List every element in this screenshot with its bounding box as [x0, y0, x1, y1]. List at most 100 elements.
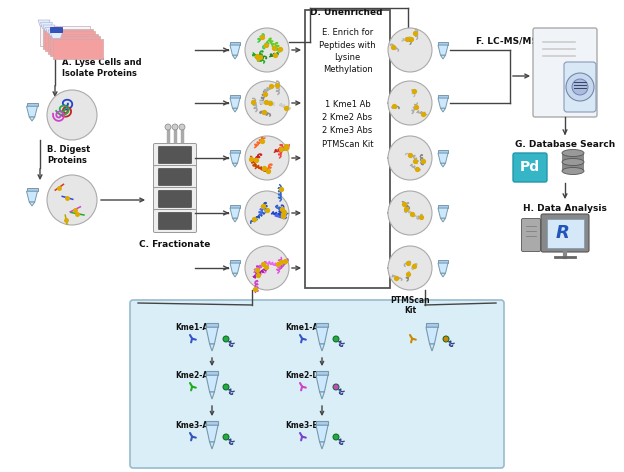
Polygon shape — [26, 191, 37, 202]
Polygon shape — [438, 153, 448, 163]
Polygon shape — [438, 95, 448, 98]
Polygon shape — [51, 33, 62, 39]
FancyBboxPatch shape — [130, 300, 504, 468]
Polygon shape — [206, 371, 218, 375]
Text: 1 Kme1 Ab
2 Kme2 Abs
2 Kme3 Abs
PTMScan Kit: 1 Kme1 Ab 2 Kme2 Abs 2 Kme3 Abs PTMScan … — [322, 100, 373, 149]
Text: D. Unenriched: D. Unenriched — [310, 8, 383, 17]
Ellipse shape — [562, 159, 584, 166]
Polygon shape — [50, 36, 100, 56]
Polygon shape — [48, 30, 60, 36]
Circle shape — [333, 336, 339, 342]
Circle shape — [443, 336, 449, 342]
Text: E. Enrich for
Peptides with
Lysine
Methylation: E. Enrich for Peptides with Lysine Methy… — [319, 28, 376, 75]
Circle shape — [47, 175, 97, 225]
Polygon shape — [26, 188, 37, 191]
FancyBboxPatch shape — [154, 143, 197, 167]
Polygon shape — [206, 323, 218, 327]
Circle shape — [179, 124, 185, 130]
Polygon shape — [233, 108, 238, 112]
Text: F. LC-MS/MS: F. LC-MS/MS — [476, 36, 538, 45]
Polygon shape — [230, 263, 240, 273]
Polygon shape — [210, 344, 215, 351]
FancyBboxPatch shape — [154, 210, 197, 233]
Polygon shape — [52, 39, 102, 59]
Text: A. Lyse Cells and
Isolate Proteins: A. Lyse Cells and Isolate Proteins — [62, 59, 142, 78]
Ellipse shape — [562, 150, 584, 157]
Polygon shape — [316, 323, 328, 327]
Polygon shape — [46, 27, 57, 34]
Circle shape — [388, 81, 432, 125]
Polygon shape — [441, 108, 446, 112]
Text: Kme3-A: Kme3-A — [175, 421, 208, 430]
Polygon shape — [26, 103, 37, 106]
Polygon shape — [230, 208, 240, 218]
Polygon shape — [438, 98, 448, 108]
Text: H. Data Analysis: H. Data Analysis — [523, 204, 607, 213]
Polygon shape — [233, 163, 238, 167]
Polygon shape — [441, 163, 446, 167]
Polygon shape — [426, 327, 438, 344]
Text: R: R — [556, 224, 570, 242]
Polygon shape — [233, 55, 238, 59]
FancyBboxPatch shape — [547, 219, 583, 247]
Polygon shape — [230, 150, 240, 153]
Polygon shape — [316, 425, 328, 442]
FancyBboxPatch shape — [158, 169, 192, 185]
Polygon shape — [43, 25, 55, 31]
Polygon shape — [206, 375, 218, 392]
Circle shape — [388, 28, 432, 72]
Polygon shape — [438, 42, 448, 45]
Polygon shape — [206, 421, 218, 425]
Polygon shape — [230, 45, 240, 55]
Circle shape — [388, 136, 432, 180]
FancyBboxPatch shape — [305, 10, 390, 288]
Polygon shape — [316, 327, 328, 344]
FancyBboxPatch shape — [541, 214, 589, 252]
FancyBboxPatch shape — [513, 153, 547, 182]
Polygon shape — [438, 208, 448, 218]
Circle shape — [245, 246, 289, 290]
FancyBboxPatch shape — [522, 219, 540, 252]
Circle shape — [245, 28, 289, 72]
Text: Kme1-A: Kme1-A — [285, 322, 318, 331]
Polygon shape — [438, 150, 448, 153]
FancyBboxPatch shape — [154, 187, 197, 211]
Polygon shape — [42, 28, 92, 49]
Text: Pd: Pd — [520, 160, 540, 174]
Polygon shape — [41, 23, 52, 28]
Circle shape — [165, 124, 171, 130]
Polygon shape — [230, 98, 240, 108]
FancyBboxPatch shape — [158, 146, 192, 163]
Text: Kme2-A: Kme2-A — [175, 371, 208, 379]
Circle shape — [388, 246, 432, 290]
Polygon shape — [47, 34, 97, 53]
Polygon shape — [438, 205, 448, 208]
Text: G. Database Search: G. Database Search — [515, 140, 615, 149]
Circle shape — [245, 136, 289, 180]
Polygon shape — [319, 344, 324, 351]
Polygon shape — [50, 27, 62, 32]
Polygon shape — [29, 117, 35, 121]
Polygon shape — [29, 202, 35, 206]
Polygon shape — [562, 153, 584, 162]
Polygon shape — [438, 263, 448, 273]
Polygon shape — [38, 20, 50, 26]
Polygon shape — [230, 153, 240, 163]
Polygon shape — [233, 273, 238, 277]
Polygon shape — [230, 260, 240, 263]
Polygon shape — [233, 218, 238, 222]
Polygon shape — [438, 45, 448, 55]
Text: C. Fractionate: C. Fractionate — [139, 240, 211, 249]
Circle shape — [245, 81, 289, 125]
Circle shape — [572, 79, 588, 95]
Polygon shape — [426, 323, 438, 327]
Polygon shape — [230, 95, 240, 98]
Circle shape — [566, 73, 594, 101]
Polygon shape — [45, 31, 95, 51]
FancyBboxPatch shape — [154, 166, 197, 188]
FancyBboxPatch shape — [158, 191, 192, 208]
Circle shape — [245, 191, 289, 235]
Circle shape — [333, 384, 339, 390]
Text: Kme1-A: Kme1-A — [175, 322, 208, 331]
Text: Kme3-E: Kme3-E — [285, 421, 318, 430]
